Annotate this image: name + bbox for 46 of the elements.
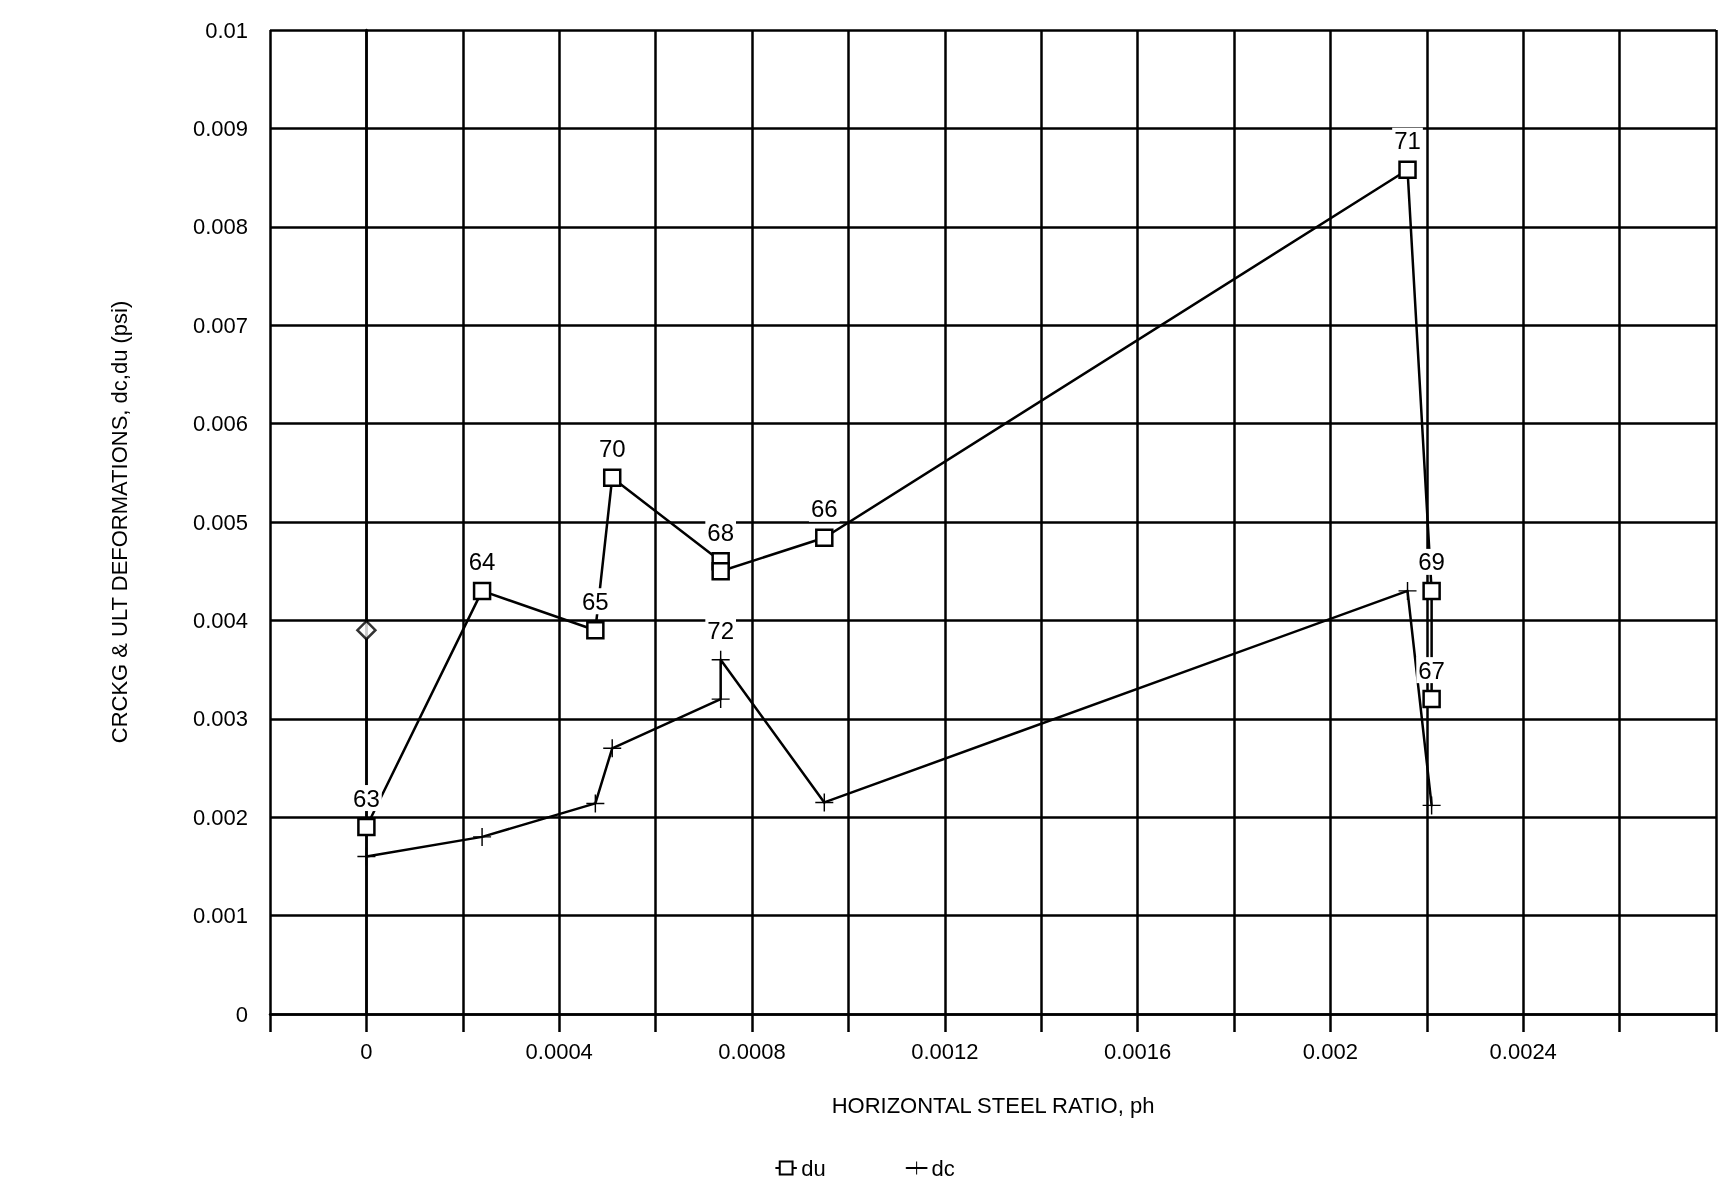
annotation: 64 (468, 548, 496, 576)
annotation: 72 (707, 617, 735, 645)
x-tick-label: 0.002 (1302, 1038, 1358, 1064)
annotation: 66 (810, 495, 838, 523)
point (1422, 689, 1441, 709)
point (711, 690, 730, 709)
annotation: 67 (1418, 656, 1445, 684)
annotation: 63 (353, 784, 380, 812)
point (357, 817, 376, 837)
y-tick-label: 0.006 (192, 411, 248, 437)
point (602, 468, 622, 487)
point (603, 739, 622, 758)
annotation: 71 (1394, 127, 1421, 155)
point (356, 619, 377, 641)
point (473, 827, 492, 846)
y-tick-label: 0.005 (192, 509, 248, 535)
x-tick-label: 0.0004 (525, 1038, 593, 1064)
y-tick-label: 0.008 (192, 214, 248, 240)
x-tick-label: 0 (360, 1038, 373, 1064)
x-tick-label: 0.0024 (1489, 1038, 1557, 1064)
point (1398, 581, 1417, 600)
annotation: 70 (598, 435, 626, 463)
y-tick-label: 0.01 (205, 17, 248, 43)
legend-label: du (801, 1155, 826, 1181)
point (1398, 160, 1417, 179)
y-tick-label: 0.003 (192, 706, 248, 732)
y-tick-label: 0.007 (192, 312, 248, 338)
annotation: 69 (1418, 548, 1445, 576)
y-tick-label: 0.002 (192, 804, 248, 830)
y-tick-label: 0.001 (192, 903, 248, 929)
y-tick-label: 0.009 (192, 115, 248, 141)
point (815, 528, 834, 547)
y-tick-label: 0.004 (192, 607, 248, 633)
point (711, 561, 730, 581)
point (472, 581, 492, 601)
point (1422, 581, 1441, 601)
x-axis-title: HORIZONTAL STEEL RATIO, ph (831, 1092, 1155, 1118)
y-tick-label: 0 (235, 1001, 248, 1027)
x-tick-label: 0.0012 (911, 1038, 979, 1064)
annotation: 68 (707, 518, 735, 546)
y-axis-title: CRCKG & ULT DEFORMATIONS, dc,du (psi) (106, 300, 132, 744)
point (586, 620, 605, 640)
legend-label: dc (931, 1155, 955, 1181)
annotation: 65 (582, 587, 609, 615)
x-tick-label: 0.0008 (718, 1038, 786, 1064)
x-tick-label: 0.0016 (1103, 1038, 1172, 1064)
